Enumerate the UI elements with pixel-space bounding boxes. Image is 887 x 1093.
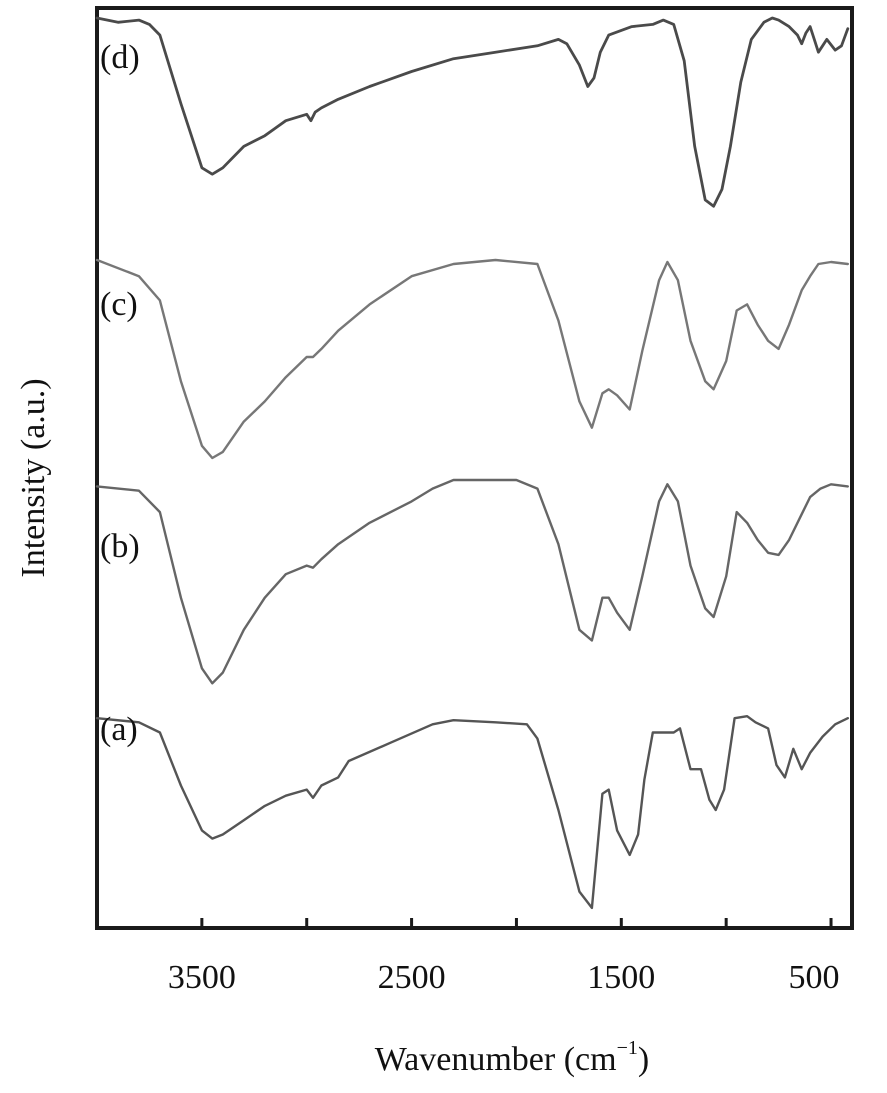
x-tick-label-500: 500 — [789, 959, 840, 996]
y-axis-label: Intensity (a.u.) — [15, 378, 52, 577]
spectrum-a — [95, 715, 849, 910]
spectra-curves — [95, 16, 850, 910]
spectrum-d — [95, 16, 850, 208]
x-tick-label-3500: 3500 — [168, 959, 236, 996]
x-axis-label: Wavenumber (cm−1) — [375, 1037, 649, 1078]
series-label-d: (d) — [100, 39, 140, 76]
x-axis-label-close: ) — [638, 1041, 649, 1078]
x-axis-label-main: Wavenumber (cm — [375, 1041, 617, 1078]
spectrum-c — [95, 258, 849, 460]
series-label-b: (b) — [100, 528, 140, 565]
spectrum-b — [95, 478, 849, 685]
x-tick-label-2500: 2500 — [378, 959, 446, 996]
series-label-c: (c) — [100, 286, 138, 323]
plot-frame — [95, 6, 854, 930]
series-labels: (a) (b) (c) (d) — [100, 39, 140, 748]
series-label-a: (a) — [100, 711, 138, 748]
x-tick-labels: 3500 2500 1500 500 — [168, 959, 840, 996]
x-tick-label-1500: 1500 — [587, 959, 655, 996]
x-axis-label-sup: −1 — [617, 1037, 638, 1059]
x-ticks — [200, 918, 833, 928]
